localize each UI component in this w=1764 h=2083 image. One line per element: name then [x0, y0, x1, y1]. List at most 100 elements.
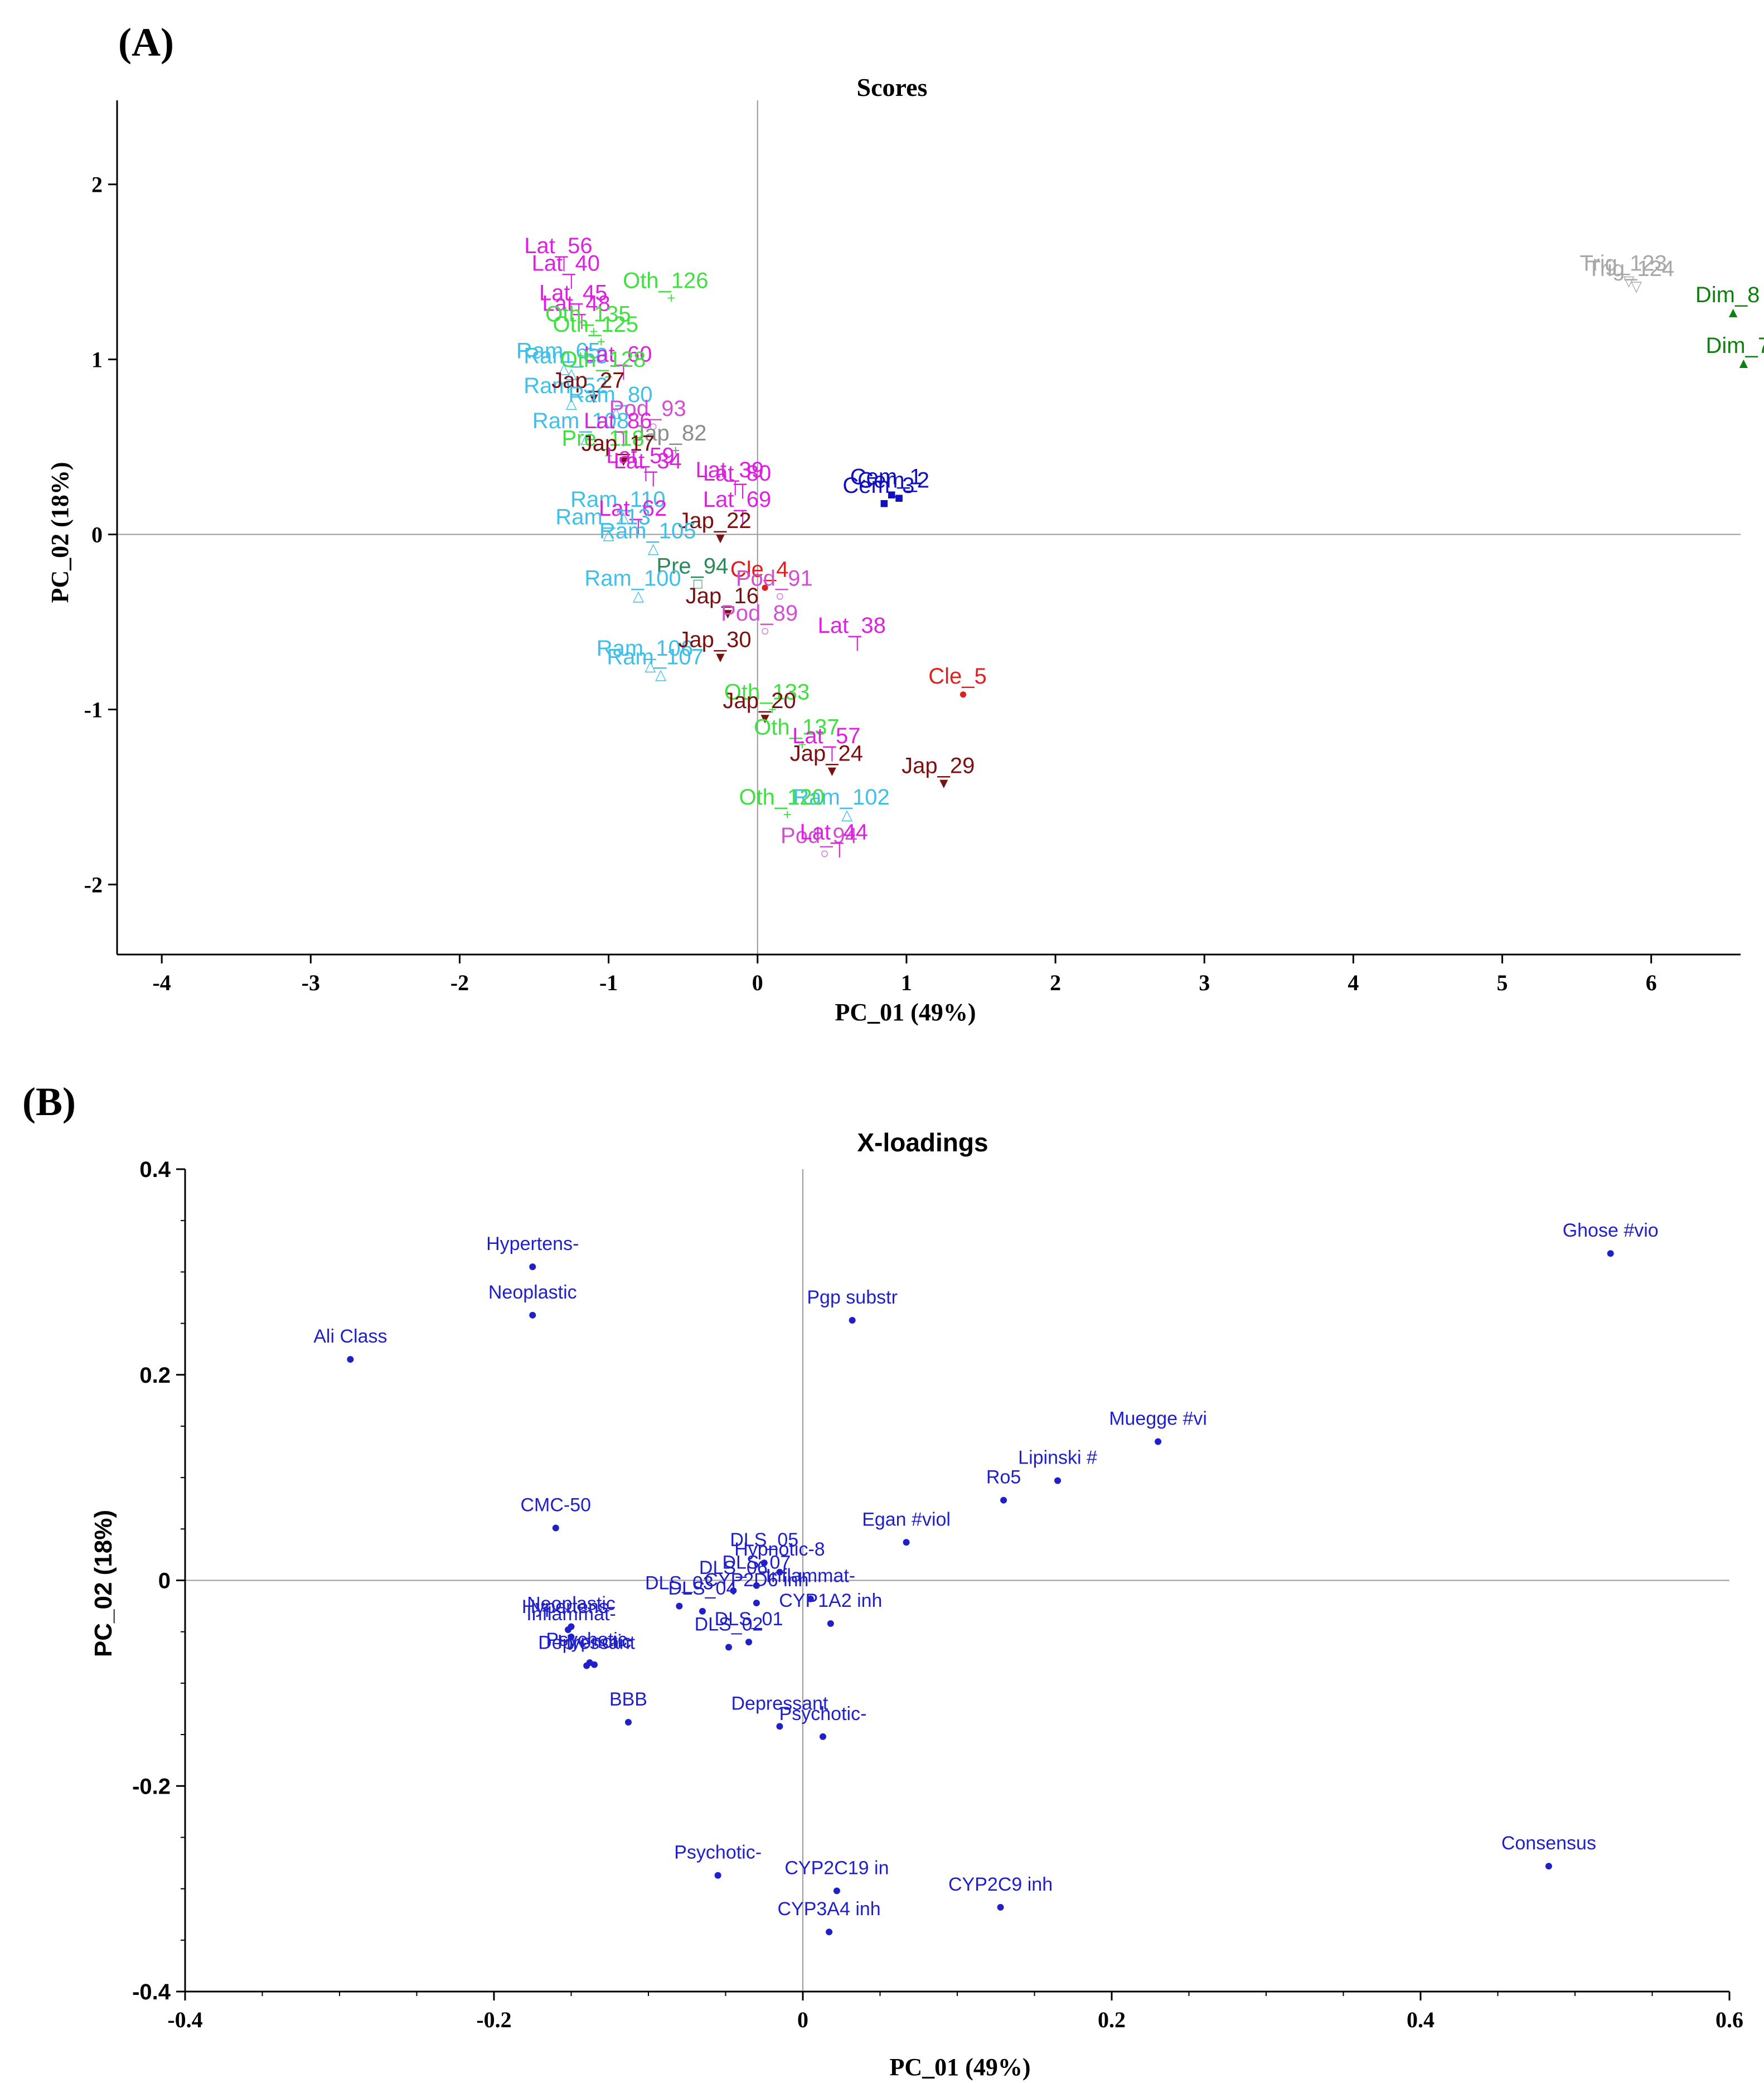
point-marker: □ — [694, 575, 702, 592]
point-label: Hypertens- — [486, 1233, 579, 1254]
xloadings-chart: X-loadings PC_01 (49%) PC_02 (18%) -0.4 -… — [90, 1128, 1743, 2081]
point-marker: + — [604, 369, 613, 385]
point-label: Egan #viol — [862, 1509, 951, 1530]
point-label: Jap_30 — [678, 627, 751, 652]
loading-point — [753, 1600, 760, 1607]
loading-point — [624, 1718, 632, 1726]
point-label: DLS_04 — [668, 1578, 737, 1599]
point-label: Oth_133 — [724, 680, 810, 704]
x-tick-label: 0.4 — [1407, 2007, 1435, 2032]
loading-point — [997, 1903, 1004, 1911]
loading-point — [591, 1661, 598, 1668]
loading-point — [699, 1607, 706, 1615]
point-label: Pod_93 — [609, 396, 686, 421]
point-label: Ram_102 — [793, 785, 889, 810]
point-label: Lat_45 — [539, 281, 607, 306]
point-marker: △ — [618, 508, 629, 525]
point-marker: △ — [841, 806, 852, 823]
loading-point — [529, 1311, 536, 1319]
y-tick-label: -0.2 — [132, 1774, 171, 1799]
point-label: Ram_52 — [524, 374, 608, 398]
point-label: Hypnotic — [558, 1631, 631, 1653]
loading-point — [826, 1929, 833, 1936]
point-marker: ▼ — [720, 605, 735, 622]
x-tick-label: 0 — [752, 970, 763, 995]
point-label: Lat_44 — [800, 820, 868, 845]
point-label: CYP1A2 inh — [779, 1590, 882, 1611]
point-marker: | — [855, 634, 859, 651]
point-marker: + — [597, 333, 605, 350]
point-label: Cem_2 — [857, 468, 929, 493]
point-marker: ● — [760, 579, 769, 595]
loading-point — [564, 1626, 571, 1633]
loading-point — [1000, 1496, 1007, 1504]
point-label: CYP2C19 in — [784, 1857, 889, 1878]
point-marker: ▼ — [713, 648, 728, 665]
point-marker: + — [604, 447, 613, 464]
point-marker: △ — [566, 395, 577, 411]
point-label: Pgp substr — [807, 1287, 898, 1308]
point-label: Lat_69 — [703, 487, 771, 512]
point-marker: ▼ — [713, 530, 728, 546]
loading-point — [753, 1582, 760, 1589]
scores-y-axis-label: PC_02 (18%) — [46, 462, 74, 603]
point-label: Lipinski # — [1018, 1447, 1097, 1469]
point-marker: ■ — [880, 495, 889, 511]
point-marker: ○ — [776, 587, 784, 604]
point-marker: ▼ — [825, 762, 839, 779]
point-label: BBB — [609, 1689, 647, 1710]
point-label: Inflammat- — [766, 1566, 856, 1587]
point-label: Ram_113 — [555, 505, 650, 530]
point-marker: + — [768, 701, 777, 718]
point-label: Oth_135 — [545, 302, 631, 326]
point-label: Jap_16 — [686, 584, 759, 608]
loading-point — [529, 1263, 536, 1271]
point-label: Depressant — [538, 1633, 635, 1654]
loading-point — [552, 1524, 559, 1532]
point-marker: | — [569, 272, 573, 289]
point-label: Lat_48 — [542, 292, 610, 316]
x-tick-label: 0.2 — [1098, 2007, 1126, 2032]
point-marker: △ — [566, 365, 577, 382]
point-marker: ○ — [820, 845, 829, 861]
loading-point — [807, 1595, 814, 1602]
point-label: Psychotic- — [779, 1703, 867, 1724]
point-marker: ▼ — [937, 774, 951, 791]
point-label: Ram_108 — [532, 409, 629, 433]
point-marker: ▼ — [758, 710, 772, 726]
loading-point — [1607, 1250, 1614, 1257]
point-label: Lat_56 — [524, 234, 592, 258]
point-label: Hypnotic-8 — [734, 1539, 825, 1560]
point-label: CYP2C9 inh — [948, 1874, 1053, 1895]
scores-title: Scores — [857, 73, 928, 101]
point-label: Ram_107 — [607, 645, 703, 670]
loading-point — [776, 1568, 783, 1576]
loading-point — [583, 1662, 590, 1669]
x-tick-label: 6 — [1646, 970, 1657, 995]
point-label: Psychotic- — [674, 1842, 762, 1863]
x-tick-label: 0.6 — [1715, 2007, 1743, 2032]
loading-point — [745, 1639, 753, 1646]
y-tick-label: 0.4 — [139, 1157, 171, 1182]
loading-point — [903, 1539, 910, 1546]
point-marker: + — [798, 736, 806, 753]
point-marker: △ — [648, 540, 659, 557]
point-marker: | — [622, 364, 626, 380]
point-label: Ram_100 — [584, 566, 681, 590]
x-tick-label: 3 — [1199, 970, 1210, 995]
y-tick-label: 0 — [158, 1569, 171, 1593]
point-label: Ram_110 — [570, 487, 665, 512]
x-tick-label: -2 — [450, 970, 469, 995]
y-tick-label: -1 — [84, 697, 103, 722]
y-tick-label: 2 — [91, 172, 103, 197]
point-label: Ro5 — [986, 1467, 1021, 1488]
loading-point — [776, 1723, 783, 1730]
point-label: Neoplastic — [488, 1282, 577, 1303]
point-marker: ○ — [760, 622, 769, 639]
point-marker: △ — [655, 666, 666, 683]
point-label: Oth_120 — [739, 785, 824, 810]
point-marker: | — [837, 841, 841, 858]
loading-point — [849, 1317, 856, 1324]
point-label: Pre_118 — [561, 426, 644, 450]
